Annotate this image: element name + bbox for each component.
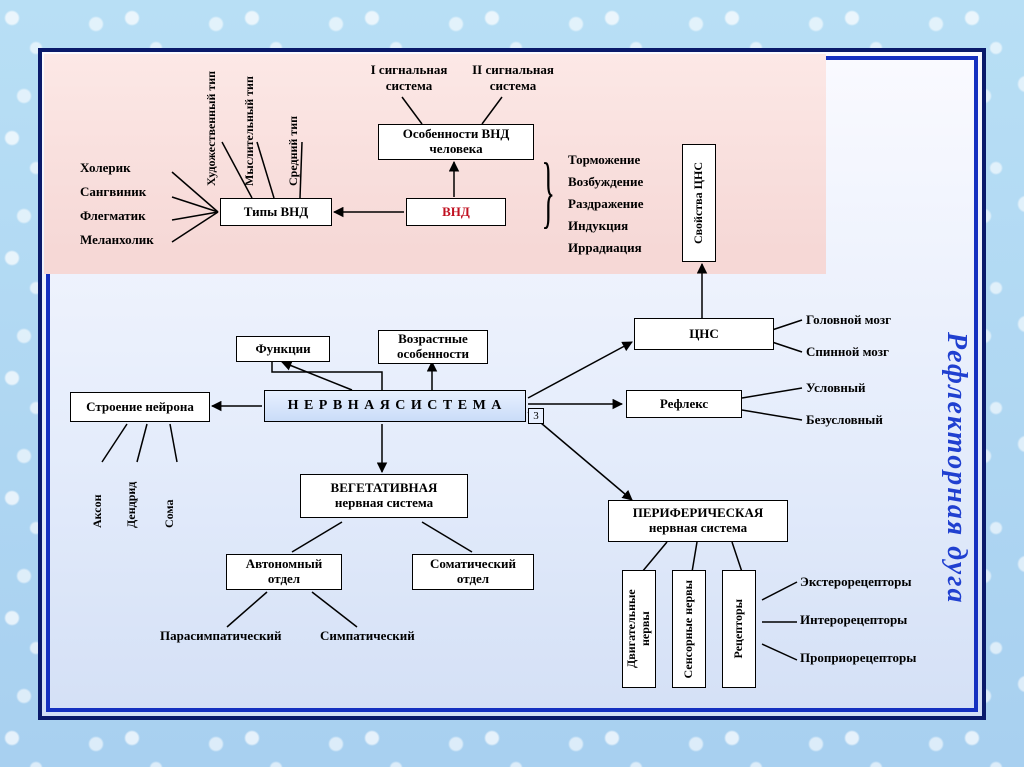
slide-frame: Холерик Сангвиник Флегматик Меланхолик Х… (38, 48, 986, 720)
signal-1: I сигнальная система (364, 62, 454, 94)
reflex-type-1: Условный (806, 380, 866, 396)
temperament-3: Флегматик (80, 208, 146, 224)
periph-col-2-label: Сенсорные нервы (682, 580, 696, 678)
label-symp: Симпатический (320, 628, 415, 644)
box-reflex: Рефлекс (626, 390, 742, 418)
cns-props-label: Свойства ЦНС (692, 162, 706, 244)
brace-icon: } (541, 147, 554, 238)
temperament-4: Меланхолик (80, 232, 154, 248)
periph-col-1: Двигательные нервы (622, 570, 656, 688)
box-vnd-types: Типы ВНД (220, 198, 332, 226)
neuron-part-1: Аксон (90, 456, 105, 528)
box-nervous-system: Н Е Р В Н А Я С И С Т Е М А (264, 390, 526, 422)
reflex-arc-label: Рефлекторная дуга (940, 332, 972, 692)
periph-col-3: Рецепторы (722, 570, 756, 688)
receptor-3: Проприорецепторы (800, 650, 916, 666)
temperament-1: Холерик (80, 160, 131, 176)
temperament-2: Сангвиник (80, 184, 146, 200)
cns-prop-4: Индукция (568, 218, 628, 234)
box-somatic: Соматический отдел (412, 554, 534, 590)
box-functions: Функции (236, 336, 330, 362)
box-vegetative: ВЕГЕТАТИВНАЯнервная система (300, 474, 468, 518)
box-vnd: ВНД (406, 198, 506, 226)
box-autonomic: Автономный отдел (226, 554, 342, 590)
cns-prop-2: Возбуждение (568, 174, 643, 190)
receptor-2: Интерорецепторы (800, 612, 907, 628)
box-cns: ЦНС (634, 318, 774, 350)
periph-line1: ПЕРИФЕРИЧЕСКАЯ (633, 505, 764, 520)
cns-prop-5: Иррадиация (568, 240, 642, 256)
box-age: Возрастные особенности (378, 330, 488, 364)
veg-line1: ВЕГЕТАТИВНАЯ (331, 480, 438, 495)
box-cns-props: Свойства ЦНС (682, 144, 716, 262)
periph-line2: нервная система (649, 520, 747, 535)
reflex-type-2: Безусловный (806, 412, 883, 428)
vnd-type-3: Средний тип (286, 86, 301, 186)
cns-part-2: Спинной мозг (806, 344, 889, 360)
box-vnd-features: Особенности ВНД человека (378, 124, 534, 160)
periph-col-1-label: Двигательные нервы (625, 573, 653, 685)
neuron-part-2: Дендрид (124, 456, 139, 528)
badge-number: 3 (528, 408, 544, 424)
receptor-1: Экстерорецепторы (800, 574, 911, 590)
cns-part-1: Головной мозг (806, 312, 891, 328)
box-peripheral: ПЕРИФЕРИЧЕСКАЯнервная система (608, 500, 788, 542)
periph-col-3-label: Рецепторы (732, 599, 746, 658)
neuron-part-3: Сома (162, 456, 177, 528)
vnd-type-2: Мыслительный тип (242, 66, 257, 186)
vnd-type-1: Художественный тип (204, 66, 219, 186)
cns-prop-3: Раздражение (568, 196, 644, 212)
box-neuron: Строение нейрона (70, 392, 210, 422)
cns-prop-1: Торможение (568, 152, 640, 168)
signal-2: II сигнальная система (468, 62, 558, 94)
periph-col-2: Сенсорные нервы (672, 570, 706, 688)
veg-line2: нервная система (335, 495, 433, 510)
label-parasymp: Парасимпатический (160, 628, 282, 644)
